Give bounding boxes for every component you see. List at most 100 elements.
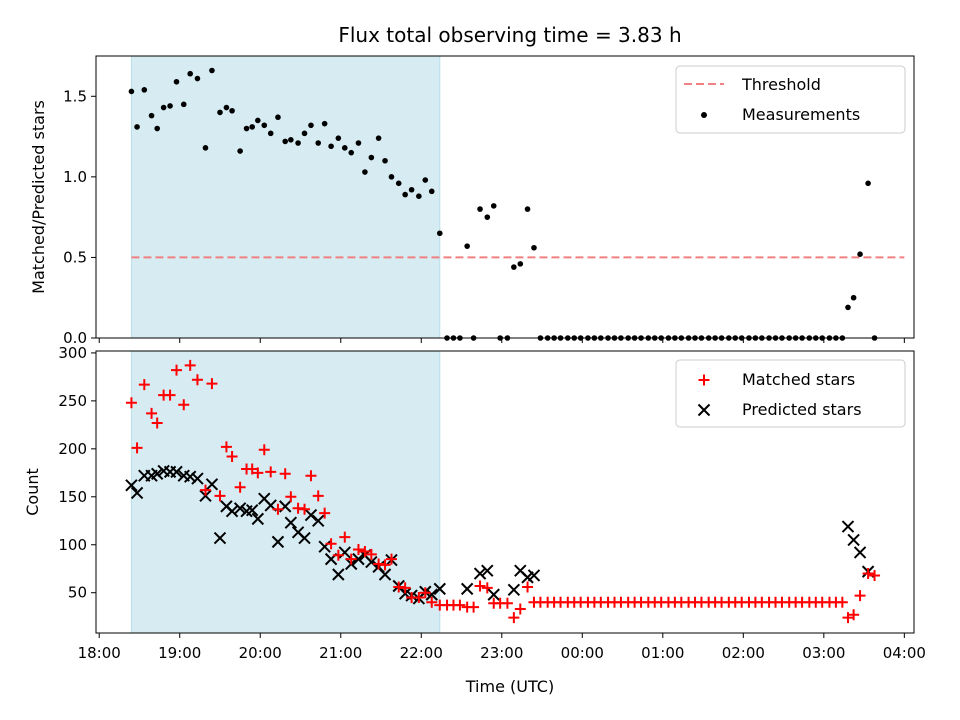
bottom-legend: Matched stars Predicted stars bbox=[675, 359, 906, 428]
x-tick-label: 18:00 bbox=[78, 644, 121, 662]
measurement-point bbox=[865, 180, 871, 187]
matched-stars-points bbox=[125, 359, 881, 624]
matched-stars-point bbox=[319, 507, 331, 519]
measurement-point bbox=[180, 101, 187, 108]
measurement-point bbox=[402, 191, 408, 198]
measurement-point bbox=[355, 140, 362, 146]
predicted-stars-point bbox=[304, 508, 318, 522]
predicted-stars-point bbox=[312, 514, 325, 527]
measurement-point bbox=[249, 124, 255, 130]
measurement-point bbox=[267, 130, 274, 137]
matched-stars-point bbox=[481, 582, 493, 594]
matched-stars-point bbox=[226, 451, 238, 463]
matched-stars-point bbox=[279, 468, 291, 480]
top-y-ticks: 0.0 0.5 1.0 1.5 bbox=[63, 87, 96, 347]
matched-stars-point bbox=[214, 490, 226, 502]
matched-stars-point bbox=[854, 590, 866, 602]
bottom-legend-box bbox=[675, 359, 906, 428]
predicted-stars-point bbox=[225, 504, 239, 518]
matched-stars-point bbox=[508, 612, 520, 624]
bottom-y-tick-label: 100 bbox=[58, 536, 87, 554]
measurement-point bbox=[315, 140, 322, 146]
measurement-point bbox=[348, 149, 355, 156]
measurement-point bbox=[524, 206, 531, 212]
matched-stars-point bbox=[836, 596, 848, 608]
measurement-point bbox=[295, 140, 301, 146]
matched-stars-point bbox=[842, 612, 854, 624]
measurement-point bbox=[141, 87, 148, 93]
top-y-tick-label: 1.5 bbox=[63, 87, 87, 105]
measurement-point bbox=[408, 186, 415, 193]
measurement-point bbox=[173, 78, 180, 85]
measurement-point bbox=[209, 67, 215, 74]
x-tick-label: 03:00 bbox=[802, 644, 845, 662]
measurement-point bbox=[511, 264, 517, 270]
bottom-y-tick-label: 200 bbox=[58, 440, 87, 458]
predicted-stars-point bbox=[251, 512, 265, 526]
top-y-tick-label: 0.0 bbox=[63, 329, 87, 347]
matched-stars-point bbox=[352, 544, 364, 556]
top-y-tick-label: 1.0 bbox=[63, 168, 87, 186]
legend-measurements-label: Measurements bbox=[742, 105, 860, 124]
bottom-y-tick-label: 300 bbox=[58, 344, 87, 362]
measurement-point bbox=[850, 294, 857, 301]
predicted-stars-point bbox=[284, 516, 298, 529]
predicted-stars-point bbox=[481, 564, 494, 577]
matched-stars-point bbox=[234, 481, 246, 493]
measurement-point bbox=[416, 193, 422, 199]
matched-stars-point bbox=[258, 444, 270, 456]
bottom-y-ticks: 50 100 150 200 250 300 bbox=[58, 344, 96, 602]
bottom-panel: 50 100 150 200 250 300 18:00 19:00 20:00 21:00 22… bbox=[23, 344, 926, 696]
matched-stars-point bbox=[474, 580, 486, 592]
predicted-stars-point bbox=[425, 588, 438, 601]
measurement-point bbox=[148, 112, 155, 119]
measurement-point bbox=[422, 177, 429, 183]
measurement-point bbox=[229, 107, 235, 114]
matched-stars-point bbox=[339, 531, 351, 543]
measurements-points bbox=[128, 67, 878, 341]
matched-stars-point bbox=[164, 389, 176, 401]
predicted-stars-point bbox=[527, 569, 541, 582]
x-tick-label: 02:00 bbox=[722, 644, 765, 662]
measurement-point bbox=[288, 136, 294, 143]
predicted-stars-point bbox=[298, 531, 311, 545]
measurement-point bbox=[436, 230, 443, 237]
measurement-point bbox=[128, 88, 135, 95]
top-legend-box bbox=[675, 65, 906, 134]
measurement-point bbox=[134, 124, 140, 130]
predicted-stars-point bbox=[183, 470, 197, 483]
predicted-stars-point bbox=[378, 568, 392, 581]
measurement-point bbox=[243, 125, 250, 132]
bottom-y-tick-label: 150 bbox=[58, 488, 87, 506]
bottom-y-tick-label: 250 bbox=[58, 392, 87, 410]
legend-predicted-label: Predicted stars bbox=[742, 400, 862, 419]
matched-stars-point bbox=[299, 503, 311, 515]
matched-stars-point bbox=[848, 609, 860, 621]
measurement-point bbox=[261, 122, 268, 129]
matched-stars-point bbox=[272, 503, 284, 515]
matched-stars-point bbox=[413, 592, 425, 604]
predicted-stars-point bbox=[853, 546, 867, 559]
matched-stars-point bbox=[345, 553, 357, 565]
predicted-stars-point bbox=[332, 568, 345, 581]
matched-stars-point bbox=[869, 569, 881, 581]
legend-matched-swatch bbox=[698, 374, 710, 386]
x-tick-label: 23:00 bbox=[480, 644, 523, 662]
matched-stars-point bbox=[379, 559, 391, 571]
measurement-point bbox=[395, 180, 402, 187]
predicted-stars-point bbox=[847, 533, 860, 547]
legend-measurements-swatch bbox=[701, 112, 707, 118]
x-tick-label: 01:00 bbox=[641, 644, 684, 662]
predicted-stars-point bbox=[245, 504, 259, 517]
measurement-point bbox=[382, 157, 388, 164]
measurement-point bbox=[160, 104, 167, 111]
matched-stars-point bbox=[454, 599, 466, 611]
measurement-point bbox=[490, 203, 497, 209]
matched-stars-point bbox=[312, 490, 324, 502]
measurement-point bbox=[255, 117, 261, 124]
predicted-stars-point bbox=[365, 555, 378, 569]
matched-stars-point bbox=[468, 601, 480, 613]
measurement-point bbox=[428, 188, 435, 195]
measurement-point bbox=[362, 169, 368, 175]
